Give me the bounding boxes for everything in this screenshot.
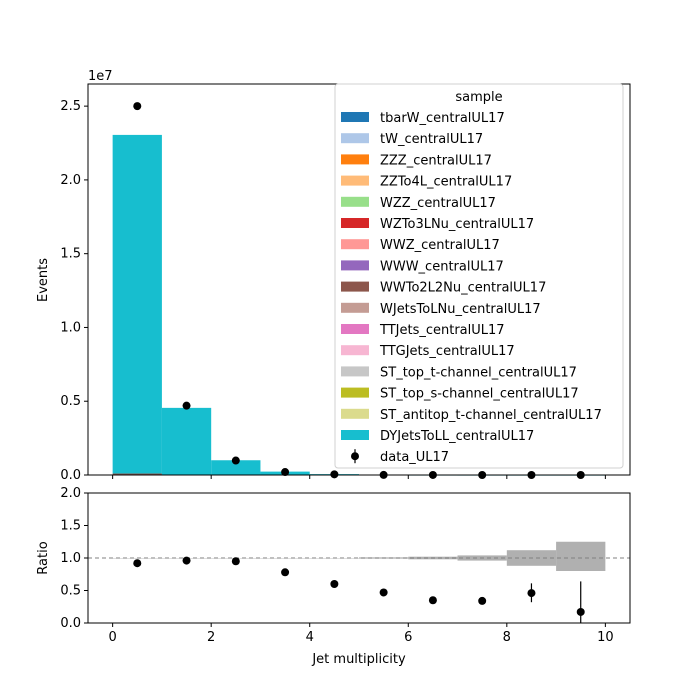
legend-label: WJetsToLNu_centralUL17 bbox=[380, 302, 541, 317]
legend-label: WWTo2L2Nu_centralUL17 bbox=[380, 281, 546, 296]
legend-swatch bbox=[341, 408, 369, 419]
ratio-points bbox=[133, 556, 585, 623]
main-y-axis-ticks: 0.0 0.5 1.0 1.5 2.0 2.5 bbox=[60, 99, 88, 483]
stack-bar bbox=[112, 134, 162, 474]
legend: sample tbarW_centralUL17 tW_centralUL17 ZZ… bbox=[334, 83, 624, 469]
stack-bar bbox=[112, 473, 162, 475]
data-point bbox=[330, 470, 339, 479]
ratio-y-axis-ticks: 0.0 0.5 1.0 1.5 2.0 bbox=[60, 486, 88, 631]
y-tick-label: 1.5 bbox=[60, 247, 81, 262]
y-tick-label: 1.0 bbox=[60, 551, 81, 566]
uncertainty-band bbox=[112, 541, 606, 571]
y-tick-label: 2.0 bbox=[60, 173, 81, 188]
y-tick-label: 1.5 bbox=[60, 519, 81, 534]
ratio-point bbox=[133, 559, 142, 568]
legend-swatch bbox=[341, 345, 369, 356]
y-tick-label: 2.5 bbox=[60, 99, 81, 114]
ratio-point bbox=[281, 568, 290, 577]
legend-label: ST_antitop_t-channel_centralUL17 bbox=[380, 408, 602, 423]
legend-swatch bbox=[341, 112, 369, 122]
ratio-x-axis-ticks: 0 2 4 6 8 10 bbox=[108, 623, 614, 645]
legend-swatch bbox=[341, 387, 369, 398]
legend-items: tbarW_centralUL17 tW_centralUL17 ZZZ_centr… bbox=[341, 111, 602, 465]
legend-swatch bbox=[341, 324, 369, 334]
x-tick-label: 4 bbox=[306, 630, 314, 645]
legend-label: WWZ_centralUL17 bbox=[380, 238, 500, 253]
legend-label: ST_top_s-channel_centralUL17 bbox=[380, 387, 579, 402]
legend-label: ST_top_t-channel_centralUL17 bbox=[380, 365, 577, 380]
legend-label: tW_centralUL17 bbox=[380, 132, 483, 147]
ratio-panel: 0.0 0.5 1.0 1.5 2.0 0 2 4 6 8 10 Ratio Jet multip… bbox=[36, 486, 631, 667]
legend-label: DYJetsToLL_centralUL17 bbox=[380, 429, 534, 444]
legend-swatch bbox=[341, 218, 369, 228]
x-tick-label: 6 bbox=[404, 630, 412, 645]
y-tick-label: 0.5 bbox=[60, 394, 81, 409]
ratio-point bbox=[231, 557, 240, 566]
legend-swatch bbox=[341, 239, 369, 250]
legend-swatch bbox=[341, 154, 369, 165]
band-segment bbox=[556, 541, 606, 571]
y-axis-scale-label: 1e7 bbox=[88, 69, 113, 84]
y-tick-label: 0.0 bbox=[60, 468, 81, 483]
data-point bbox=[231, 456, 240, 465]
y-tick-label: 0.5 bbox=[60, 584, 81, 599]
legend-swatch bbox=[341, 260, 369, 271]
legend-swatch bbox=[341, 366, 369, 377]
legend-label: WWW_centralUL17 bbox=[380, 259, 504, 274]
ratio-point bbox=[478, 596, 487, 605]
legend-label: ZZTo4L_centralUL17 bbox=[380, 175, 512, 190]
legend-swatch bbox=[341, 133, 369, 144]
ratio-y-axis-label: Ratio bbox=[36, 541, 51, 574]
ratio-point bbox=[182, 556, 191, 565]
y-tick-label: 0.0 bbox=[60, 616, 81, 631]
legend-swatch bbox=[341, 175, 369, 186]
y-tick-label: 1.0 bbox=[60, 320, 81, 335]
legend-frame bbox=[334, 83, 624, 469]
main-histogram-panel: 0.0 0.5 1.0 1.5 2.0 2.5 1e7 Events sample tba… bbox=[36, 69, 631, 483]
ratio-point bbox=[379, 588, 388, 597]
ratio-point bbox=[527, 589, 536, 598]
legend-marker bbox=[351, 452, 359, 461]
legend-swatch bbox=[341, 302, 369, 313]
legend-swatch bbox=[341, 430, 369, 440]
x-tick-label: 0 bbox=[108, 630, 116, 645]
ratio-point bbox=[576, 607, 585, 616]
data-points bbox=[133, 102, 585, 479]
x-tick-label: 10 bbox=[597, 630, 614, 645]
data-point bbox=[182, 401, 191, 410]
legend-label: WZTo3LNu_centralUL17 bbox=[380, 217, 534, 232]
ratio-point bbox=[330, 580, 339, 588]
legend-label: tbarW_centralUL17 bbox=[380, 111, 505, 126]
main-y-axis-label: Events bbox=[36, 258, 51, 302]
legend-label: data_UL17 bbox=[380, 450, 449, 465]
stack-bar bbox=[161, 407, 212, 475]
legend-label: ZZZ_centralUL17 bbox=[380, 153, 492, 168]
legend-label: TTJets_centralUL17 bbox=[379, 323, 505, 338]
x-axis-label: Jet multiplicity bbox=[311, 652, 406, 667]
stack-bars bbox=[112, 134, 606, 476]
stack-bar bbox=[211, 460, 261, 475]
legend-label: WZZ_centralUL17 bbox=[380, 196, 496, 211]
y-tick-label: 2.0 bbox=[60, 486, 81, 501]
x-tick-label: 8 bbox=[503, 630, 511, 645]
legend-swatch bbox=[341, 196, 369, 207]
legend-label: TTGJets_centralUL17 bbox=[379, 344, 515, 359]
x-tick-label: 2 bbox=[207, 630, 215, 645]
legend-swatch bbox=[341, 281, 369, 292]
main-x-axis-ticks bbox=[112, 475, 606, 479]
legend-title: sample bbox=[455, 90, 502, 105]
data-point bbox=[133, 102, 142, 111]
data-point bbox=[281, 468, 290, 477]
ratio-point bbox=[428, 596, 437, 605]
